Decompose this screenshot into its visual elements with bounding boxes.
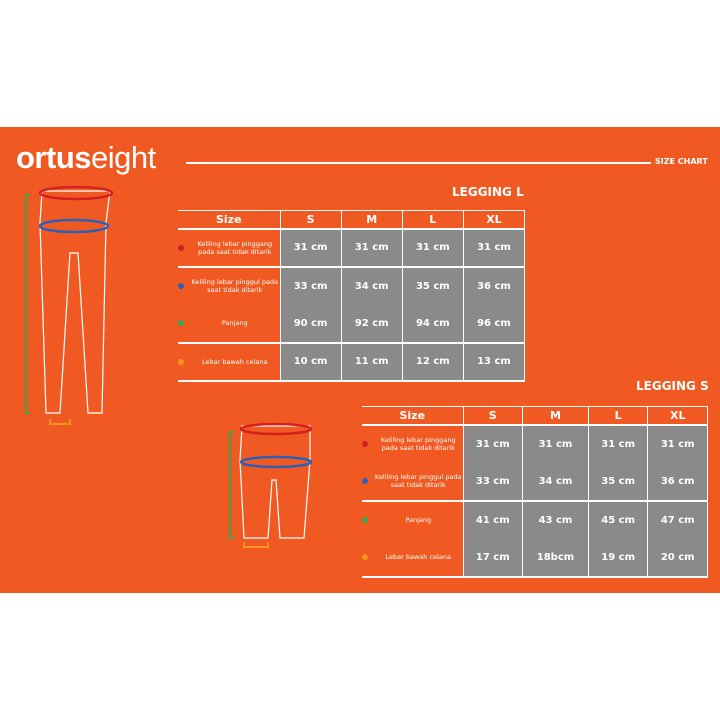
header-s: S xyxy=(279,210,342,230)
size-chart-label: SIZE CHART xyxy=(655,157,708,166)
table-row: Keliling lebar pinggul pada saat tidak d… xyxy=(362,462,708,501)
hem-dot-icon xyxy=(178,358,184,365)
header-m: M xyxy=(522,406,589,426)
header-s: S xyxy=(462,406,524,426)
length-dot-icon xyxy=(178,320,184,326)
header-xl: XL xyxy=(462,210,526,230)
waist-dot-icon xyxy=(362,441,368,447)
table-title-legging-s: LEGGING S xyxy=(636,379,709,393)
hem-dot-icon xyxy=(362,554,368,560)
brand-logo: ortuseight xyxy=(16,140,156,175)
hip-dot-icon xyxy=(362,478,368,484)
table-row: Panjang 41 cm 43 cm 45 cm 47 cm xyxy=(362,499,708,539)
size-table-legging-s: Size S M L XL Keliling lebar pinggang pada s… xyxy=(362,406,708,578)
size-table-legging-l: Size S M L XL Keliling lebar pinggang pada s… xyxy=(178,210,526,382)
hip-dot-icon xyxy=(178,283,184,289)
length-dot-icon xyxy=(362,517,368,523)
table-row: Keliling lebar pinggang pada saat tidak … xyxy=(362,424,708,463)
header-l: L xyxy=(401,210,464,230)
header-size: Size xyxy=(178,210,281,230)
table-row: Lebar bawah celana 10 cm 11 cm 12 cm 13 cm xyxy=(178,341,526,382)
table-row: Keliling lebar pinggang pada saat tidak … xyxy=(178,228,526,267)
waist-dot-icon xyxy=(178,244,184,251)
header-size: Size xyxy=(362,406,464,426)
table-row: Keliling lebar pinggul pada saat tidak d… xyxy=(178,265,526,305)
table-title-legging-l: LEGGING L xyxy=(452,185,524,199)
long-legging-illustration xyxy=(25,185,114,425)
header-m: M xyxy=(340,210,403,230)
header-xl: XL xyxy=(647,406,708,426)
divider xyxy=(186,162,651,164)
header-l: L xyxy=(587,406,649,426)
table-row: Lebar bawah celana 17 cm 18bcm 19 cm 20 cm xyxy=(362,538,708,578)
table-row: Panjang 90 cm 92 cm 94 cm 96 cm xyxy=(178,304,526,343)
short-legging-illustration xyxy=(229,422,313,548)
